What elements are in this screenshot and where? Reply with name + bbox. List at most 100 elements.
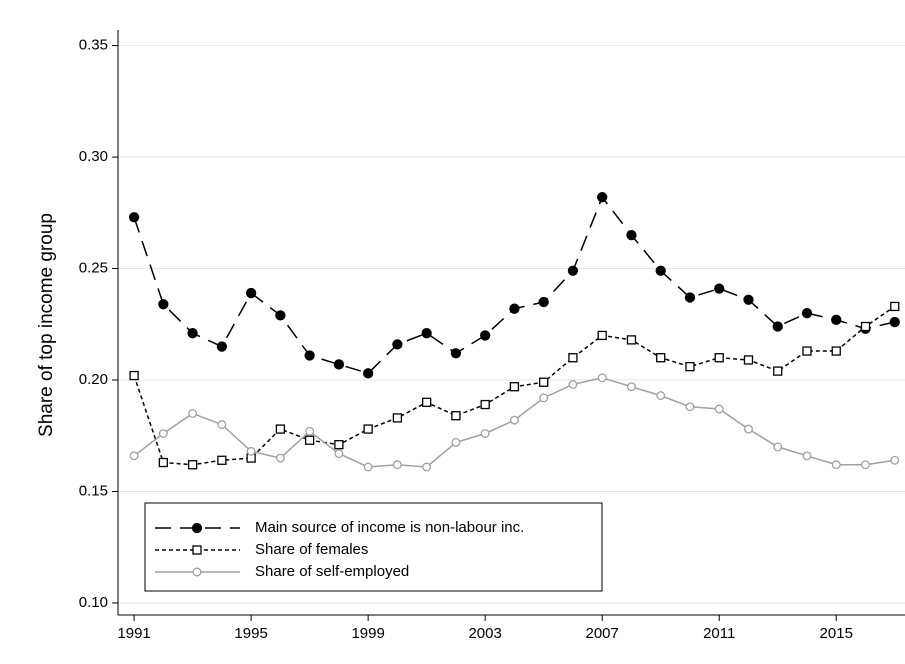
x-tick-label: 2011: [703, 625, 735, 642]
marker: [597, 192, 608, 203]
marker: [129, 370, 139, 381]
marker: [451, 411, 461, 421]
legend-label: Main source of income is non-labour inc.: [255, 519, 524, 536]
marker: [451, 437, 461, 447]
marker: [831, 346, 841, 356]
x-tick-label: 2003: [468, 625, 501, 642]
marker: [743, 355, 754, 365]
x-tick-label: 2007: [586, 625, 619, 642]
marker: [773, 442, 783, 452]
marker: [275, 453, 285, 463]
y-tick-label: 0.10: [79, 594, 108, 611]
marker: [217, 455, 227, 465]
marker: [831, 460, 841, 470]
marker: [392, 413, 403, 423]
marker: [421, 328, 432, 339]
marker: [217, 420, 227, 430]
marker: [216, 341, 228, 352]
marker: [509, 382, 520, 392]
marker: [480, 429, 490, 438]
marker: [509, 303, 520, 314]
marker: [801, 307, 813, 319]
marker: [802, 346, 812, 356]
marker: [158, 457, 168, 468]
marker: [714, 283, 725, 294]
marker: [890, 455, 900, 465]
marker: [890, 301, 900, 312]
marker: [158, 299, 169, 310]
marker: [392, 460, 402, 470]
marker: [158, 429, 168, 438]
marker: [480, 399, 490, 410]
marker: [480, 330, 491, 341]
marker: [129, 451, 139, 461]
marker: [187, 460, 198, 470]
marker: [567, 265, 579, 276]
marker: [656, 353, 666, 363]
marker: [802, 451, 812, 461]
marker: [450, 348, 462, 359]
x-tick-label: 1999: [351, 625, 384, 642]
y-tick-label: 0.20: [79, 371, 108, 388]
marker: [714, 404, 724, 414]
marker: [627, 382, 636, 392]
marker: [743, 294, 754, 305]
marker: [538, 296, 549, 308]
marker: [422, 462, 432, 472]
marker: [246, 446, 256, 456]
marker: [304, 350, 315, 361]
y-tick-label: 0.30: [79, 148, 108, 165]
legend-marker: [191, 522, 203, 534]
legend-label: Share of self-employed: [255, 563, 409, 580]
marker: [626, 229, 637, 241]
marker: [861, 460, 870, 470]
marker: [685, 402, 695, 412]
marker: [568, 353, 578, 363]
marker: [362, 368, 374, 379]
marker: [684, 292, 696, 303]
marker: [187, 328, 198, 339]
marker: [304, 435, 315, 445]
legend-marker: [192, 545, 202, 555]
x-tick-label: 2015: [820, 625, 853, 642]
marker: [568, 380, 578, 389]
marker: [860, 321, 871, 332]
marker: [772, 321, 783, 332]
marker: [744, 424, 753, 434]
series-line: [133, 195, 895, 375]
marker: [275, 424, 286, 434]
y-axis-label: Share of top income group: [36, 213, 57, 437]
x-tick-label: 1991: [117, 625, 150, 642]
legend-marker: [192, 567, 202, 577]
x-tick-label: 1995: [234, 625, 267, 642]
marker: [305, 426, 315, 436]
y-tick-label: 0.15: [79, 482, 108, 499]
marker: [831, 314, 842, 325]
marker: [334, 449, 344, 459]
marker: [392, 339, 403, 350]
marker: [714, 353, 724, 363]
marker: [275, 310, 286, 321]
marker: [597, 373, 607, 383]
marker: [889, 316, 900, 328]
marker: [685, 361, 695, 372]
legend-box: [144, 502, 603, 592]
marker: [363, 462, 373, 472]
marker: [597, 330, 607, 341]
marker: [422, 397, 432, 407]
marker: [655, 265, 666, 276]
marker: [333, 359, 345, 370]
marker: [509, 415, 519, 425]
marker: [539, 393, 549, 403]
marker: [334, 440, 344, 450]
marker: [626, 335, 637, 345]
marker: [188, 409, 198, 418]
marker: [539, 377, 549, 387]
marker: [128, 212, 140, 223]
marker: [773, 366, 783, 376]
marker: [363, 424, 373, 434]
y-tick-label: 0.35: [79, 37, 108, 54]
marker: [656, 391, 666, 401]
